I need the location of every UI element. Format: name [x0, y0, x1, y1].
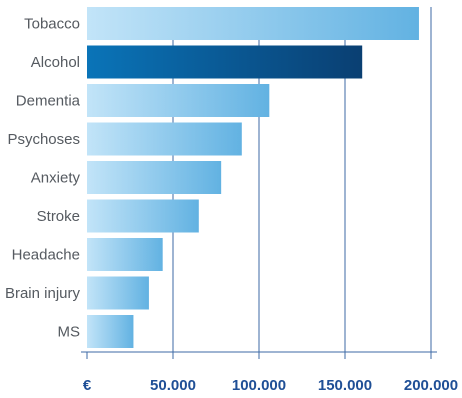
bar-tobacco	[87, 7, 419, 40]
category-label: Anxiety	[31, 170, 81, 187]
bars	[87, 7, 419, 348]
category-label: Headache	[12, 247, 80, 264]
currency-symbol: €	[83, 377, 92, 394]
x-tick-label: 50.000	[150, 377, 196, 394]
category-label: Tobacco	[24, 16, 80, 33]
bar-dementia	[87, 84, 270, 117]
bar-anxiety	[87, 161, 222, 194]
bar-ms	[87, 315, 134, 348]
category-label: Psychoses	[7, 131, 80, 148]
category-label: Dementia	[16, 93, 81, 110]
category-label: Brain injury	[5, 285, 81, 302]
bar-alcohol	[87, 45, 363, 79]
category-labels: Tobacco Alcohol Dementia Psychoses Anxiety St…	[5, 16, 81, 341]
category-label: Alcohol	[31, 54, 80, 71]
category-label: Stroke	[37, 208, 80, 225]
category-label: MS	[58, 324, 81, 341]
x-tick-label: 100.000	[232, 377, 286, 394]
bar-psychoses	[87, 122, 242, 156]
x-tick-label: 150.000	[318, 377, 372, 394]
bar-headache	[87, 238, 163, 271]
bar-stroke	[87, 199, 199, 233]
x-axis	[81, 351, 437, 359]
x-tick-label: 200.000	[404, 377, 458, 394]
x-tick-labels: €50.000 100.000 150.000 200.000	[83, 377, 458, 394]
bar-brain-injury	[87, 276, 149, 310]
